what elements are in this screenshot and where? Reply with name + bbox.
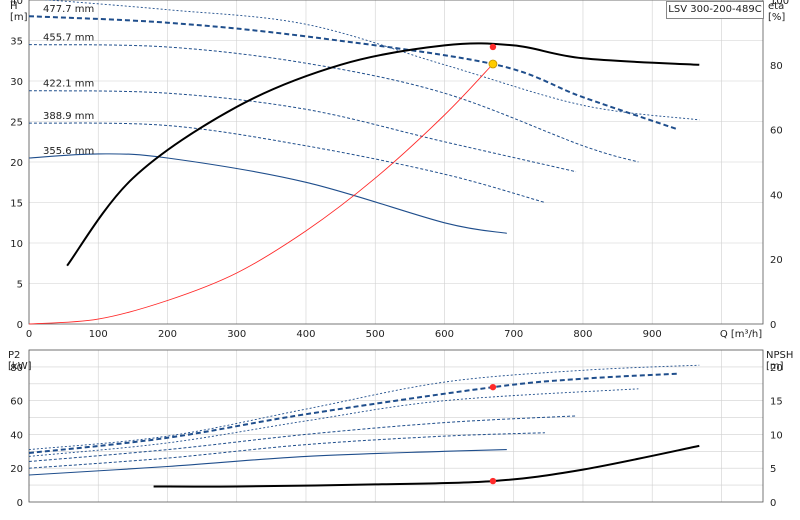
power-curve [28,372,679,454]
head-curve-label: 477.7 mm [43,4,94,15]
system-curve [28,63,494,325]
x-tick-label: 400 [296,329,315,340]
npsh-tick-label: 10 [770,430,783,441]
x-tick-label: 800 [573,329,592,340]
y-tick-label: 30 [10,77,23,88]
y-tick-label: 0 [17,320,23,331]
duty-point [489,383,497,391]
efficiency-curve [66,42,700,267]
power-curve [28,432,545,469]
y-tick-label: 10 [10,239,23,250]
y2-tick-label: 60 [770,126,783,137]
npsh-curve [153,444,700,488]
power-curve [28,364,700,451]
power-curve [28,415,577,462]
x-tick-label: 200 [158,329,177,340]
npsh-tick-label: 0 [770,498,776,509]
y-tick-label: 25 [10,118,23,129]
y2-tick-label: 100 [770,0,789,7]
x-tick-label: 500 [366,329,385,340]
p2-tick-label: 20 [10,464,23,475]
head-curve-label: 388.9 mm [43,111,94,122]
y-tick-label: 20 [10,158,23,169]
head-curve [28,122,546,203]
p2-tick-label: 40 [10,430,23,441]
bottom-frame [28,349,764,503]
head-curve [28,44,639,163]
head-curve [28,90,577,173]
chart-title: LSV 300-200-489C [666,1,764,19]
npsh-axis-label: NPSH [766,350,793,361]
y-tick-label: 5 [17,280,23,291]
npsh-tick-label: 20 [770,363,783,374]
head-curve [43,0,700,121]
y2-tick-label: 40 [770,190,783,201]
head-curve-label: 355.6 mm [43,146,94,157]
p2-tick-label: 80 [10,363,23,374]
npsh-tick-label: 5 [770,464,776,475]
head-curve-label: 422.1 mm [43,79,94,90]
y-tick-label: 15 [10,199,23,210]
top-frame [28,0,764,325]
x-tick-label: 900 [643,329,662,340]
y2-tick-label: 20 [770,255,783,266]
x-axis-label: Q [m³/h] [720,329,762,340]
y-axis-label: [m] [10,12,28,23]
y-axis-label: H [10,1,18,12]
y2-axis-label: eta [768,1,784,12]
duty-point [488,59,498,69]
head-curve [28,15,679,131]
y-tick-label: 35 [10,37,23,48]
y2-tick-label: 80 [770,61,783,72]
power-curve [28,388,639,457]
head-curve [28,153,507,234]
npsh-tick-label: 15 [770,397,783,408]
duty-point [489,43,497,51]
duty-point [489,477,497,485]
npsh-axis-label: [m] [766,361,784,372]
power-curve [28,449,507,476]
p2-tick-label: 0 [17,498,23,509]
p2-tick-label: 60 [10,397,23,408]
y2-tick-label: 0 [770,320,776,331]
p2-axis-label: P2 [8,350,20,361]
x-tick-label: 600 [435,329,454,340]
p2-axis-label: [kW] [8,361,32,372]
y2-axis-label: [%] [768,12,785,23]
x-tick-label: 300 [227,329,246,340]
x-tick-label: 0 [26,329,32,340]
x-tick-label: 700 [504,329,523,340]
y-tick-label: 40 [10,0,23,7]
head-curve-label: 455.7 mm [43,33,94,44]
x-tick-label: 100 [89,329,108,340]
